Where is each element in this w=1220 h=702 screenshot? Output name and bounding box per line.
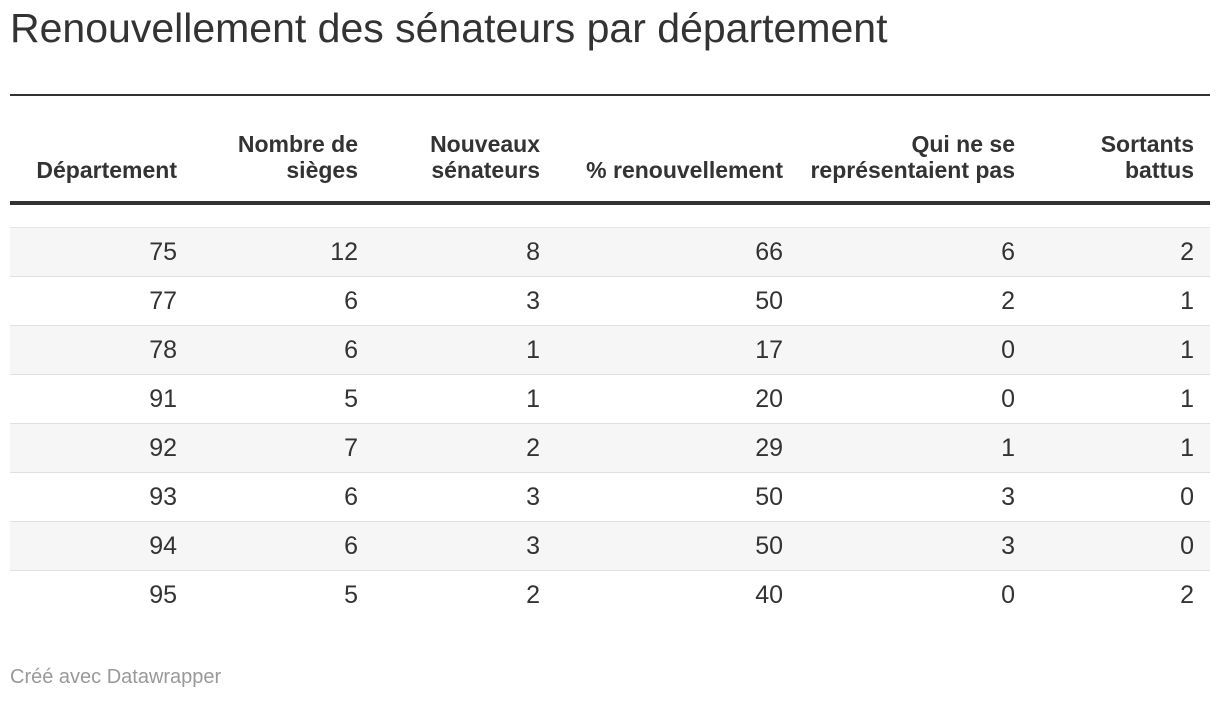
cell-ne-se-representaient-pas: 6 xyxy=(799,227,1031,277)
spacer-cell xyxy=(10,203,193,228)
cell-sortants-battus: 1 xyxy=(1031,325,1210,375)
chart-title: Renouvellement des sénateurs par départe… xyxy=(10,5,888,51)
cell-ne-se-representaient-pas: 0 xyxy=(799,374,1031,424)
spacer-cell xyxy=(556,203,799,228)
table-row: 78 6 1 17 0 1 xyxy=(10,325,1210,375)
column-header-nombre-sieges[interactable]: Nombre de sièges xyxy=(193,95,374,205)
cell-pct-renouvellement: 66 xyxy=(556,227,799,277)
column-header-ne-se-representaient-pas[interactable]: Qui ne se représentaient pas xyxy=(799,95,1031,205)
footer-credit: Créé avec Datawrapper xyxy=(10,666,222,688)
column-header-pct-renouvellement[interactable]: % renouvellement xyxy=(556,95,799,205)
cell-sortants-battus: 2 xyxy=(1031,570,1210,620)
cell-pct-renouvellement: 20 xyxy=(556,374,799,424)
cell-pct-renouvellement: 50 xyxy=(556,521,799,571)
spacer-cell xyxy=(799,203,1031,228)
cell-nouveaux-senateurs: 2 xyxy=(374,423,556,473)
spacer-cell xyxy=(374,203,556,228)
cell-pct-renouvellement: 50 xyxy=(556,276,799,326)
cell-nouveaux-senateurs: 1 xyxy=(374,325,556,375)
cell-departement: 95 xyxy=(10,570,193,620)
table-row: 77 6 3 50 2 1 xyxy=(10,276,1210,326)
cell-pct-renouvellement: 29 xyxy=(556,423,799,473)
table-row: 91 5 1 20 0 1 xyxy=(10,374,1210,424)
cell-ne-se-representaient-pas: 3 xyxy=(799,521,1031,571)
cell-sortants-battus: 1 xyxy=(1031,374,1210,424)
cell-sortants-battus: 0 xyxy=(1031,521,1210,571)
cell-ne-se-representaient-pas: 0 xyxy=(799,570,1031,620)
data-table: Département Nombre de sièges Nouveaux sé… xyxy=(10,94,1210,620)
header-row: Département Nombre de sièges Nouveaux sé… xyxy=(10,95,1210,205)
cell-nouveaux-senateurs: 3 xyxy=(374,472,556,522)
table-row: 92 7 2 29 1 1 xyxy=(10,423,1210,473)
cell-departement: 78 xyxy=(10,325,193,375)
cell-nouveaux-senateurs: 3 xyxy=(374,276,556,326)
spacer-row xyxy=(10,203,1210,228)
cell-sortants-battus: 1 xyxy=(1031,423,1210,473)
cell-nombre-sieges: 5 xyxy=(193,570,374,620)
spacer-cell xyxy=(193,203,374,228)
cell-ne-se-representaient-pas: 1 xyxy=(799,423,1031,473)
data-table-wrapper: Département Nombre de sièges Nouveaux sé… xyxy=(10,94,1210,620)
column-header-sortants-battus[interactable]: Sortants battus xyxy=(1031,95,1210,205)
cell-nombre-sieges: 12 xyxy=(193,227,374,277)
cell-nombre-sieges: 7 xyxy=(193,423,374,473)
table-row: 75 12 8 66 6 2 xyxy=(10,227,1210,277)
cell-ne-se-representaient-pas: 2 xyxy=(799,276,1031,326)
table-header: Département Nombre de sièges Nouveaux sé… xyxy=(10,95,1210,205)
cell-nombre-sieges: 5 xyxy=(193,374,374,424)
cell-departement: 75 xyxy=(10,227,193,277)
column-header-departement[interactable]: Département xyxy=(10,95,193,205)
cell-nouveaux-senateurs: 8 xyxy=(374,227,556,277)
cell-pct-renouvellement: 17 xyxy=(556,325,799,375)
cell-pct-renouvellement: 50 xyxy=(556,472,799,522)
cell-nombre-sieges: 6 xyxy=(193,472,374,522)
cell-sortants-battus: 1 xyxy=(1031,276,1210,326)
cell-pct-renouvellement: 40 xyxy=(556,570,799,620)
cell-sortants-battus: 2 xyxy=(1031,227,1210,277)
column-header-nouveaux-senateurs[interactable]: Nouveaux sénateurs xyxy=(374,95,556,205)
spacer-cell xyxy=(1031,203,1210,228)
cell-nouveaux-senateurs: 2 xyxy=(374,570,556,620)
cell-sortants-battus: 0 xyxy=(1031,472,1210,522)
cell-nombre-sieges: 6 xyxy=(193,276,374,326)
table-row: 95 5 2 40 0 2 xyxy=(10,570,1210,620)
table-spacer xyxy=(10,203,1210,228)
cell-ne-se-representaient-pas: 3 xyxy=(799,472,1031,522)
table-row: 94 6 3 50 3 0 xyxy=(10,521,1210,571)
cell-nouveaux-senateurs: 1 xyxy=(374,374,556,424)
cell-nombre-sieges: 6 xyxy=(193,521,374,571)
cell-departement: 94 xyxy=(10,521,193,571)
cell-departement: 77 xyxy=(10,276,193,326)
cell-ne-se-representaient-pas: 0 xyxy=(799,325,1031,375)
cell-departement: 93 xyxy=(10,472,193,522)
cell-departement: 91 xyxy=(10,374,193,424)
cell-nombre-sieges: 6 xyxy=(193,325,374,375)
table-row: 93 6 3 50 3 0 xyxy=(10,472,1210,522)
table-body: 75 12 8 66 6 2 77 6 3 50 2 1 78 6 1 17 0 1 91 5 1 20 0 1 92 7 2 29 1… xyxy=(10,227,1210,620)
cell-departement: 92 xyxy=(10,423,193,473)
cell-nouveaux-senateurs: 3 xyxy=(374,521,556,571)
